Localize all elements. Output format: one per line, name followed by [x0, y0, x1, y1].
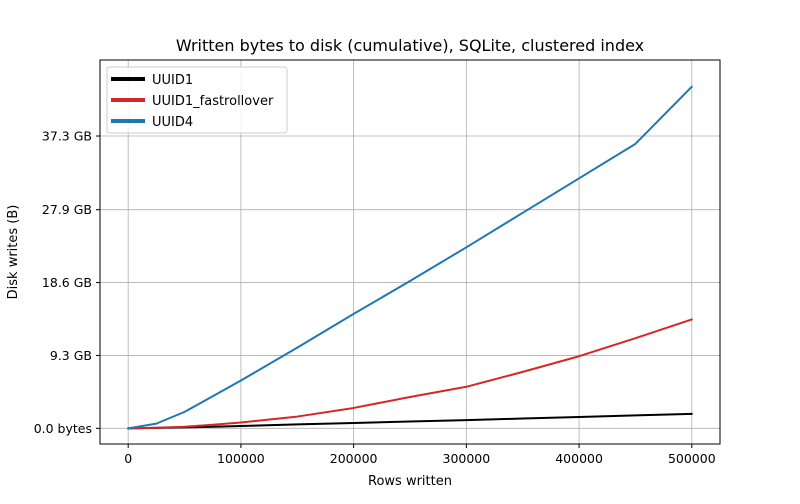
x-tick-label: 100000 — [217, 451, 265, 466]
y-tick-label: 0.0 bytes — [34, 421, 92, 436]
y-tick-label: 27.9 GB — [42, 202, 92, 217]
x-tick-label: 400000 — [555, 451, 603, 466]
series-line-uuid4 — [127, 85, 693, 430]
y-tick-label: 37.3 GB — [42, 129, 92, 144]
y-tick-label: 9.3 GB — [50, 348, 92, 363]
x-tick-label: 300000 — [443, 451, 491, 466]
x-axis-label: Rows written — [368, 474, 452, 489]
chart-title: Written bytes to disk (cumulative), SQLi… — [176, 36, 644, 55]
tick-layer: 0 100000 200000 300000 400000 500000 0.0 bytes… — [34, 129, 716, 466]
series-layer — [127, 85, 693, 430]
legend-label-uuid1-fastrollover: UUID1_fastrollover — [152, 94, 274, 109]
grid-layer — [100, 60, 720, 444]
series-line-uuid1-fastrollover — [127, 318, 693, 430]
x-tick-label: 0 — [124, 451, 132, 466]
x-tick-label: 500000 — [668, 451, 716, 466]
plot-frame — [99, 59, 721, 445]
y-tick-label: 18.6 GB — [42, 275, 92, 290]
legend-box — [106, 66, 288, 134]
series-line-uuid1 — [127, 412, 693, 430]
legend-label-uuid1: UUID1 — [152, 73, 193, 88]
legend-label-uuid4: UUID4 — [152, 115, 193, 130]
legend: UUID1 UUID1_fastrollover UUID4 — [106, 66, 288, 134]
y-axis-label: Disk writes (B) — [6, 205, 21, 300]
x-tick-label: 200000 — [330, 451, 378, 466]
